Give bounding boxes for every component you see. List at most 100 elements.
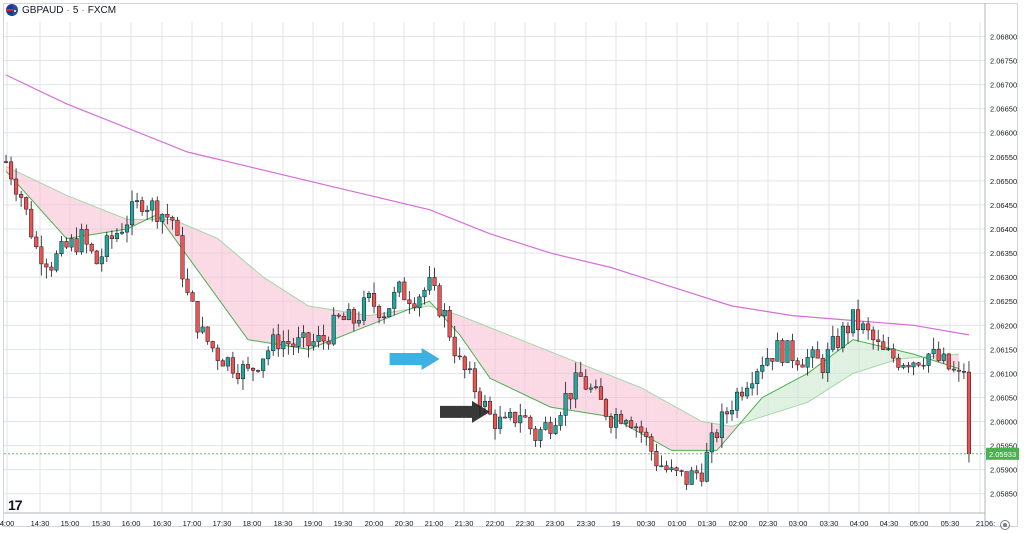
ema-ribbon-fill <box>106 211 112 233</box>
candle-body <box>39 246 44 265</box>
ema-ribbon-fill <box>101 209 107 234</box>
ema-ribbon-fill <box>61 192 67 239</box>
candle-body <box>699 472 704 482</box>
ema-ribbon-fill <box>726 425 732 439</box>
candle-body <box>533 428 538 441</box>
candle-body <box>119 231 125 234</box>
candle-body <box>573 372 578 400</box>
candle-body <box>709 432 714 453</box>
ema-ribbon-fill <box>797 376 803 406</box>
ema-ribbon-fill <box>192 227 198 271</box>
candle-body <box>165 214 170 218</box>
candle-body <box>931 348 936 355</box>
candle-body <box>99 256 104 265</box>
ema-ribbon-fill <box>545 349 551 408</box>
candle-body <box>593 386 598 389</box>
ema-ribbon-fill <box>16 171 22 189</box>
ema-ribbon-fill <box>66 195 72 239</box>
ema-ribbon-fill <box>621 379 627 426</box>
candle-body <box>271 334 276 352</box>
ema-ribbon-fill <box>651 393 657 442</box>
candle-body <box>447 309 452 338</box>
x-tick-label: 05:00 <box>910 519 929 528</box>
candle-body <box>674 467 679 471</box>
candle-body <box>855 309 861 330</box>
x-tick-label: 06: <box>985 519 995 528</box>
x-tick-label: 17:00 <box>183 519 202 528</box>
candle-body <box>896 357 901 368</box>
candle-body <box>508 411 513 418</box>
candle-body <box>145 209 150 212</box>
candle-body <box>311 341 316 347</box>
ema-slow-line <box>5 165 959 427</box>
candle-body <box>195 301 200 333</box>
ema-ribbon-fill <box>878 345 884 366</box>
ema-ribbon-fill <box>641 387 647 437</box>
candle-body <box>795 360 800 366</box>
ema-ribbon-fill <box>197 230 203 278</box>
gear-icon[interactable] <box>1000 520 1010 530</box>
candle-body <box>467 368 472 370</box>
separator-dot: · <box>66 4 70 16</box>
ema-ribbon-fill <box>187 225 193 264</box>
candle-body <box>684 471 689 485</box>
candle-body <box>361 297 367 321</box>
candle-body <box>3 161 9 163</box>
candle-body <box>800 364 805 368</box>
candle-body <box>906 364 911 368</box>
symbol-label[interactable]: GBPAUD <box>22 4 64 16</box>
candle-body <box>321 335 326 342</box>
ema-ribbon-fill <box>636 385 642 434</box>
ema-ribbon-fill <box>792 378 798 408</box>
x-tick-label: 19 <box>612 519 620 528</box>
ema-ribbon-fill <box>510 335 516 391</box>
y-tick-label: 2.06500 <box>990 177 1017 186</box>
ema-ribbon-fill <box>237 255 243 333</box>
candle-body <box>850 309 856 334</box>
interval-label[interactable]: 5 <box>72 4 79 16</box>
ema-ribbon-fill <box>253 268 259 342</box>
x-tick-label: 17:30 <box>213 519 232 528</box>
y-tick-label: 2.06600 <box>990 129 1017 138</box>
candle-body <box>356 320 361 324</box>
ema-ribbon-fill <box>86 203 92 236</box>
candle-body <box>346 309 351 321</box>
x-tick-label: 04:30 <box>880 519 899 528</box>
y-tick-label: 2.05900 <box>990 466 1017 475</box>
candle-body <box>946 353 951 370</box>
chart-header[interactable]: GBPAUD · 5 · FXCM <box>6 4 116 16</box>
candle-body <box>669 467 674 471</box>
ema-ribbon-fill <box>787 381 793 409</box>
candle-body <box>548 422 553 434</box>
ema-ribbon-fill <box>691 415 697 451</box>
candle-body <box>472 368 477 393</box>
ema-ribbon-fill <box>842 343 848 380</box>
ema-ribbon-fill <box>747 409 753 422</box>
ema-ribbon-fill <box>777 386 783 412</box>
x-tick-label: 14:30 <box>31 519 50 528</box>
candle-body <box>608 416 614 428</box>
candle-body <box>578 372 583 377</box>
candle-body <box>392 291 397 309</box>
candle-body <box>840 325 845 348</box>
y-tick-label: 2.06250 <box>990 297 1017 306</box>
x-tick-label: 22:30 <box>516 519 535 528</box>
ema-ribbon-fill <box>369 314 375 326</box>
candle-body <box>503 416 508 419</box>
ema-ribbon-fill <box>540 347 546 405</box>
y-tick-label: 2.05950 <box>990 442 1017 451</box>
ema-ribbon-fill <box>520 339 526 396</box>
x-tick-label: 23:30 <box>577 519 596 528</box>
ema-ribbon-fill <box>853 339 859 374</box>
x-tick-label: 04:00 <box>850 519 869 528</box>
ema-ribbon-fill <box>611 375 617 420</box>
ema-fast-line <box>5 170 960 451</box>
candle-body <box>881 341 886 350</box>
x-tick-label: 20:30 <box>395 519 414 528</box>
candle-body <box>29 208 34 238</box>
candle-body <box>427 277 432 291</box>
candle-body <box>498 416 503 429</box>
candle-body <box>175 219 180 236</box>
candle-body <box>331 314 336 345</box>
